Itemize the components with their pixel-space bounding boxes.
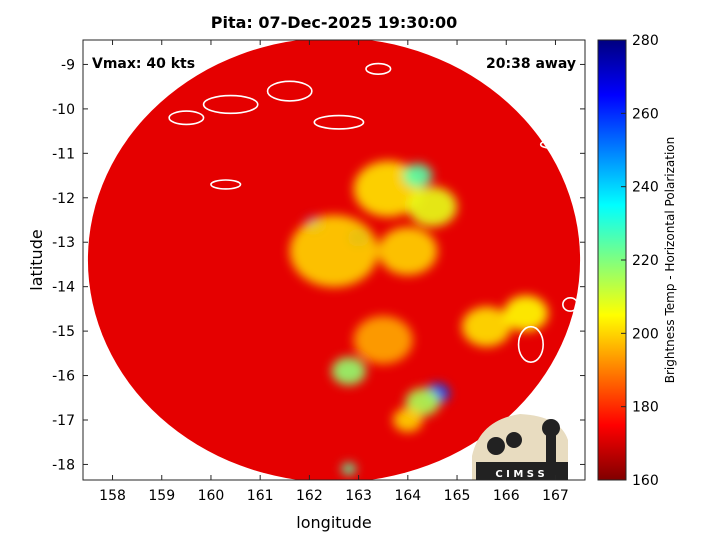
x-axis-label: longitude <box>296 513 371 532</box>
chart-title: Pita: 07-Dec-2025 19:30:00 <box>211 13 457 32</box>
convection-cell-3 <box>289 215 379 288</box>
convection-cell-7 <box>378 227 438 276</box>
colorbar-tick-label: 220 <box>632 253 659 269</box>
colorbar-label: Brightness Temp - Horizontal Polarizatio… <box>663 137 677 384</box>
coastline-7 <box>517 325 544 364</box>
coastline-3 <box>168 110 205 126</box>
colorbar-tick-label: 240 <box>632 180 659 196</box>
plot-frame <box>82 39 586 481</box>
coastline-9 <box>111 44 143 58</box>
cimss-logo: C I M S S <box>472 414 568 480</box>
convection-cell-5 <box>402 163 433 188</box>
coastline-11 <box>562 296 579 312</box>
coastline-1 <box>266 80 313 102</box>
x-tick-label: 164 <box>394 488 421 504</box>
coastline-6 <box>539 140 562 149</box>
y-tick-label: -10 <box>52 102 75 118</box>
y-tick-label: -12 <box>52 191 75 207</box>
coastline-2 <box>202 94 259 115</box>
colorbar-tick-label: 160 <box>632 473 659 489</box>
coastline-5 <box>210 179 242 190</box>
x-tick-label: 160 <box>198 488 225 504</box>
x-tick-label: 165 <box>444 488 471 504</box>
convection-cell-6 <box>407 186 458 227</box>
y-tick-label: -16 <box>52 369 75 385</box>
colorbar-ticks: 280 260 240 220 200 180 160 <box>621 33 659 489</box>
y-axis-label: latitude <box>27 229 46 290</box>
y-tick-label: -11 <box>52 146 75 162</box>
x-tick-label: 159 <box>148 488 175 504</box>
x-axis: 158 159 160 161 162 163 164 165 166 167 <box>99 40 569 504</box>
coastline-10 <box>365 62 392 76</box>
colorbar-tick-label: 260 <box>632 106 659 122</box>
swath-features <box>289 160 549 475</box>
coastline-8 <box>547 379 574 399</box>
convection-cell-12 <box>461 306 512 347</box>
x-tick-label: 158 <box>99 488 126 504</box>
y-tick-label: -9 <box>61 57 75 73</box>
x-tick-label: 167 <box>542 488 569 504</box>
y-tick-label: -17 <box>52 413 75 429</box>
y-axis: -9 -10 -11 -12 -13 -14 -15 -16 -17 -18 <box>52 57 585 473</box>
x-tick-label: 163 <box>345 488 372 504</box>
convection-cell-14 <box>341 462 357 475</box>
time-away-annotation: 20:38 away <box>486 56 576 72</box>
convection-cell-9 <box>331 357 366 386</box>
convection-cell-15 <box>393 408 423 432</box>
x-tick-label: 162 <box>296 488 323 504</box>
y-tick-label: -18 <box>52 457 75 473</box>
cimss-logo-text: C I M S S <box>495 469 544 480</box>
y-tick-label: -13 <box>52 235 75 251</box>
colorbar-tick-label: 280 <box>632 33 659 49</box>
convection-cell-13 <box>503 295 549 332</box>
colorbar-tick-label: 180 <box>632 400 659 416</box>
convection-cell-8 <box>353 316 413 364</box>
vmax-annotation: Vmax: 40 kts <box>92 56 195 72</box>
x-tick-label: 166 <box>493 488 520 504</box>
x-tick-label: 161 <box>247 488 274 504</box>
colorbar-tick-label: 200 <box>632 326 659 342</box>
swath-layer: C I M S S <box>87 40 581 480</box>
y-tick-label: -14 <box>52 280 75 296</box>
coastline-4 <box>313 114 365 130</box>
y-tick-label: -15 <box>52 324 75 340</box>
